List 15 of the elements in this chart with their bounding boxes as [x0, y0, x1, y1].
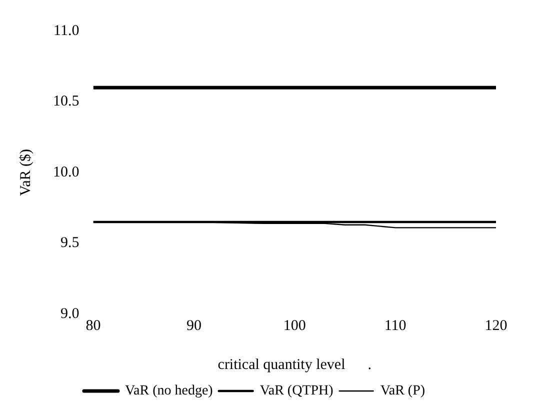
y-tick-label: 9.0: [60, 306, 80, 322]
y-tick-label: 11.0: [54, 22, 80, 39]
x-tick-label: 100: [283, 318, 306, 334]
y-tick-label: 10.5: [53, 94, 80, 110]
x-axis-title: critical quantity level .: [218, 356, 372, 373]
legend-label: VaR (P): [380, 384, 426, 399]
x-tick-label: 90: [186, 318, 202, 334]
y-tick-label: 10.0: [53, 164, 80, 180]
x-tick-label: 80: [86, 318, 101, 334]
legend-label: VaR (QTPH): [260, 384, 334, 399]
x-tick-label: 110: [384, 318, 406, 334]
y-tick-label: 9.5: [60, 235, 80, 252]
y-axis-title: VaR ($): [18, 148, 34, 196]
legend-label: VaR (no hedge): [124, 384, 214, 399]
x-tick-label: 120: [484, 318, 508, 334]
